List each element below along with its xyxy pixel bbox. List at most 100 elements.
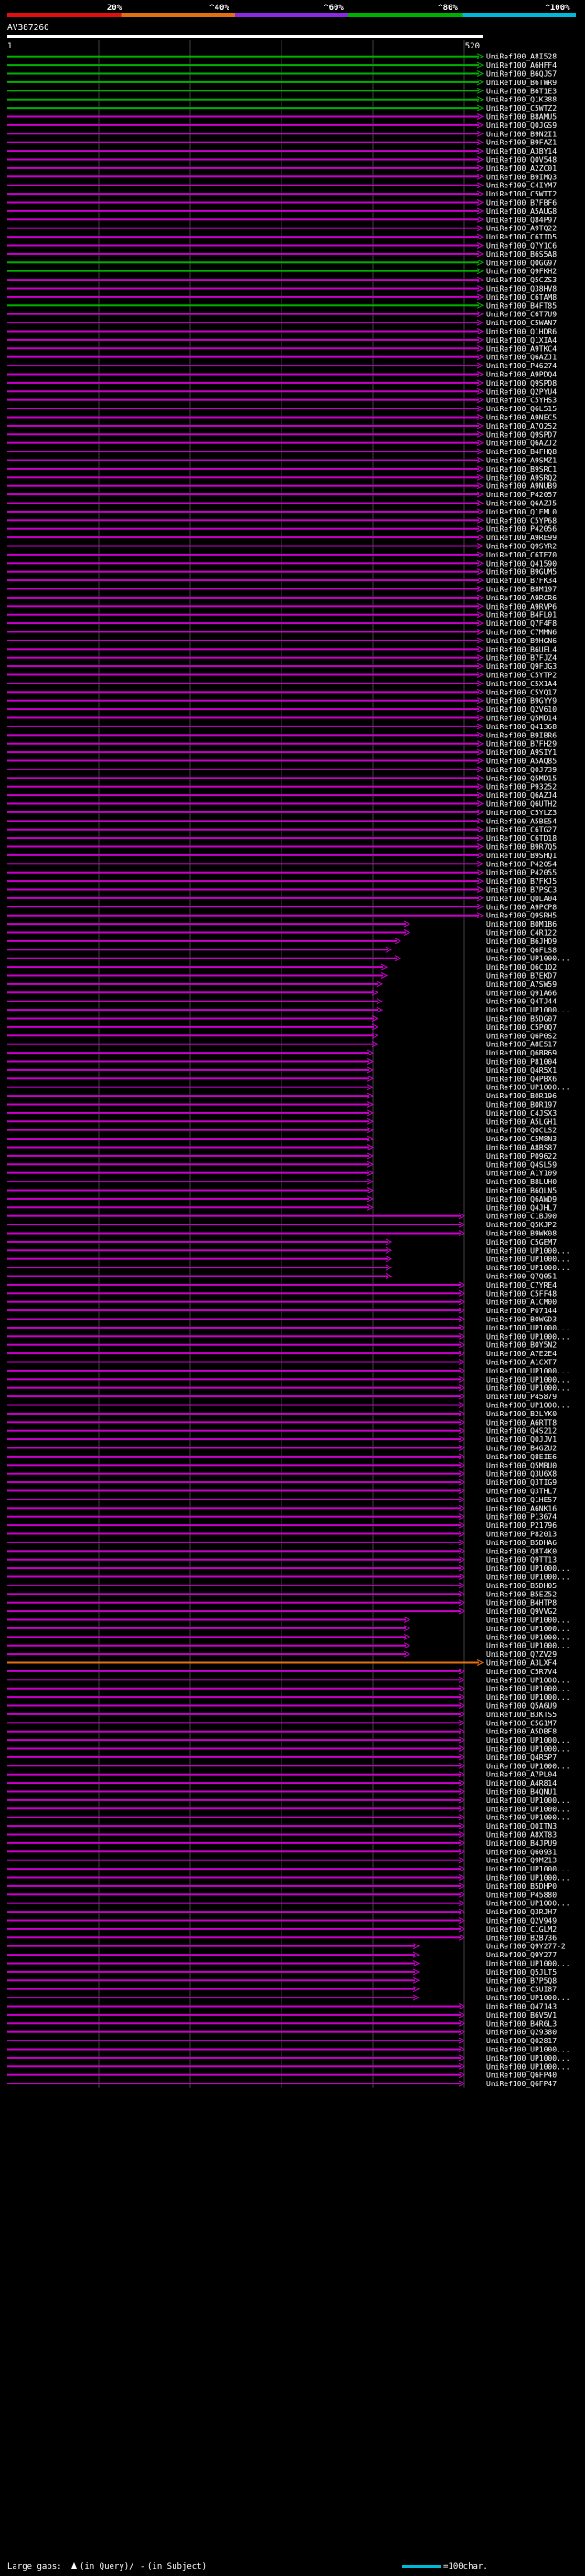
hit-row: UniRef100_UP1000...: [7, 1633, 570, 1641]
hit-bar: [7, 742, 479, 745]
hit-row: UniRef100_B9WK08: [7, 1230, 557, 1238]
hit-row: UniRef100_Q0J739: [7, 766, 557, 774]
hit-row: UniRef100_Q9MZ13: [7, 1857, 557, 1865]
hit-label: UniRef100_Q9Y277: [486, 1951, 557, 1959]
gap-subject-icon: -: [140, 2562, 144, 2571]
hit-end-arrow: [458, 1857, 466, 1864]
hit-label: UniRef100_Q6FLS8: [486, 946, 557, 954]
hit-row: UniRef100_Q5KJP2: [7, 1221, 557, 1229]
hit-bar: [7, 227, 479, 229]
hit-label: UniRef100_A6RTT8: [486, 1418, 557, 1426]
hit-label: UniRef100_C1GLM2: [486, 1925, 557, 1934]
hit-row: UniRef100_UP1000...: [7, 1574, 570, 1582]
hit-label: UniRef100_A7E2E4: [486, 1350, 557, 1358]
hit-end-arrow: [458, 1814, 466, 1821]
hit-row: UniRef100_UP1000...: [7, 1246, 570, 1255]
hit-end-arrow: [371, 1041, 379, 1048]
hit-bar: [7, 424, 479, 427]
hit-label: UniRef100_A7SW59: [486, 981, 557, 989]
hit-label: UniRef100_UP1000...: [486, 1367, 570, 1375]
hit-end-arrow: [458, 1779, 466, 1786]
hit-label: UniRef100_B0Y5N2: [486, 1341, 557, 1350]
hit-row: UniRef100_A3LXF4: [7, 1659, 557, 1668]
hit-bar: [7, 1679, 461, 1681]
hit-row: UniRef100_A9NEC5: [7, 414, 557, 422]
hit-bar: [7, 536, 479, 539]
hit-row: UniRef100_Q47143: [7, 2003, 557, 2011]
hit-row: UniRef100_Q4R5X1: [7, 1066, 557, 1075]
hit-row: UniRef100_B9GYY9: [7, 697, 557, 705]
hit-bar: [7, 158, 479, 161]
hit-row: UniRef100_UP1000...: [7, 1332, 570, 1341]
hit-end-arrow: [476, 259, 484, 266]
hit-bar: [7, 1464, 461, 1467]
hit-end-arrow: [458, 2037, 466, 2044]
hit-row: UniRef100_Q0GG97: [7, 259, 557, 267]
hit-label: UniRef100_B6T1E3: [486, 87, 557, 95]
hit-label: UniRef100_Q6P0S2: [486, 1032, 557, 1040]
hit-end-arrow: [476, 629, 484, 635]
hit-end-arrow: [476, 577, 484, 584]
hit-end-arrow: [367, 1195, 375, 1203]
hit-bar: [7, 441, 479, 444]
hit-row: UniRef100_A9RE99: [7, 534, 557, 542]
hit-end-arrow: [458, 1754, 466, 1761]
hit-label: UniRef100_C1BJ90: [486, 1213, 557, 1221]
hit-end-arrow: [458, 1213, 466, 1220]
hit-label: UniRef100_C5FF48: [486, 1289, 557, 1298]
hit-bar: [7, 1275, 388, 1277]
hit-end-arrow: [458, 1350, 466, 1357]
hit-bar: [7, 1267, 388, 1269]
hit-bar: [7, 1902, 461, 1904]
hit-row: UniRef100_Q9Y277-2: [7, 1943, 566, 1951]
hit-row: UniRef100_A8I528: [7, 53, 557, 61]
hit-bar: [7, 493, 479, 496]
hit-end-arrow: [458, 1367, 466, 1374]
hit-row: UniRef100_P42054: [7, 860, 557, 868]
hit-label: UniRef100_B7FKJ5: [486, 877, 557, 885]
hit-bar: [7, 1129, 369, 1131]
hit-bar: [7, 708, 479, 711]
hit-row: UniRef100_A6RTT8: [7, 1418, 557, 1426]
hit-bar: [7, 1954, 415, 1956]
hit-label: UniRef100_UP1000...: [486, 1264, 570, 1272]
hit-row: UniRef100_A8BS87: [7, 1144, 557, 1152]
hit-label: UniRef100_Q1HDR6: [486, 328, 557, 336]
hit-end-arrow: [458, 1607, 466, 1615]
hit-row: UniRef100_A4R814: [7, 1779, 557, 1787]
hit-bar: [7, 1868, 461, 1871]
hit-row: UniRef100_Q4PBX6: [7, 1075, 557, 1083]
hit-row: UniRef100_B4FHQ8: [7, 448, 557, 456]
hit-end-arrow: [476, 379, 484, 387]
hit-bar: [7, 355, 479, 358]
hit-row: UniRef100_P46274: [7, 362, 557, 370]
hit-end-arrow: [458, 1230, 466, 1236]
hit-row: UniRef100_P42057: [7, 491, 557, 499]
hit-end-arrow: [476, 877, 484, 885]
hit-label: UniRef100_Q4SL59: [486, 1161, 557, 1169]
hit-label: UniRef100_Q6FP47: [486, 2080, 557, 2088]
hit-end-arrow: [367, 1101, 375, 1108]
hit-bar: [7, 295, 479, 298]
hit-label: UniRef100_UP1000...: [486, 1693, 570, 1701]
hit-bar: [7, 1077, 369, 1080]
hit-bar: [7, 751, 479, 754]
hit-label: UniRef100_UP1000...: [486, 1736, 570, 1744]
hit-row: UniRef100_UP1000...: [7, 1367, 570, 1375]
hit-end-arrow: [476, 336, 484, 344]
hit-row: UniRef100_Q8EIE6: [7, 1453, 557, 1461]
hit-bar: [7, 1636, 406, 1638]
hit-row: UniRef100_B2LYK0: [7, 1410, 557, 1418]
hit-row: UniRef100_P42056: [7, 525, 557, 534]
hit-row: UniRef100_A9RVP6: [7, 602, 557, 610]
hit-end-arrow: [458, 1436, 466, 1443]
hit-end-arrow: [403, 920, 411, 928]
hit-bar: [7, 562, 479, 565]
hit-label: UniRef100_C5G1M7: [486, 1719, 557, 1727]
hit-row: UniRef100_B0WGD3: [7, 1316, 557, 1324]
hit-row: UniRef100_C7MMN6: [7, 629, 557, 637]
hit-row: UniRef100_B5DH05: [7, 1582, 557, 1590]
hit-row: UniRef100_P13674: [7, 1513, 557, 1521]
hit-row: UniRef100_UP1000...: [7, 1084, 570, 1092]
hit-label: UniRef100_B9FAZ1: [486, 139, 557, 147]
